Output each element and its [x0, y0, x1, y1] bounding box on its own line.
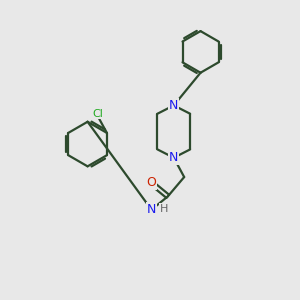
Text: N: N [147, 203, 156, 216]
Text: N: N [169, 99, 178, 112]
Text: O: O [146, 176, 156, 190]
Text: N: N [169, 151, 178, 164]
Text: H: H [160, 204, 168, 214]
Text: Cl: Cl [92, 109, 104, 118]
